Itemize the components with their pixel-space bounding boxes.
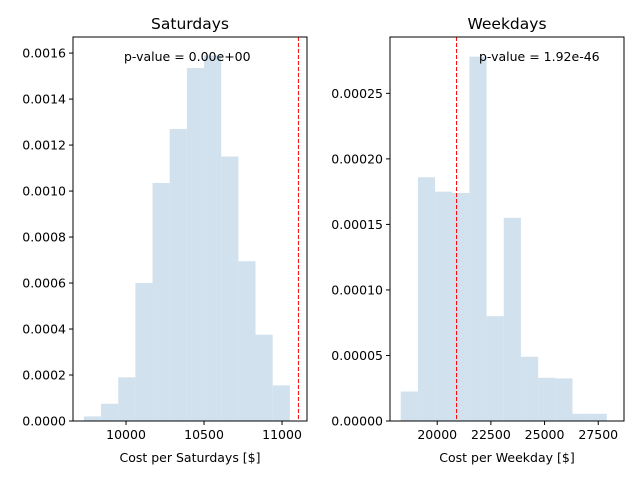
histogram-bar <box>469 56 487 422</box>
y-tick-label: 0.00010 <box>331 282 383 297</box>
histogram-bar <box>221 156 239 422</box>
p-value-annotation: p-value = 0.00e+00 <box>124 49 251 64</box>
histogram-bar <box>555 378 573 421</box>
histogram-bar <box>169 128 187 421</box>
x-tick-label: 10000 <box>106 427 146 442</box>
y-tick-label: 0.00020 <box>331 151 383 166</box>
histogram-bar <box>118 377 136 421</box>
y-tick-label: 0.0016 <box>22 46 66 61</box>
histogram-bar <box>589 413 607 421</box>
axes-frame <box>72 36 308 422</box>
y-tick-label: 0.0010 <box>22 184 66 199</box>
histogram-bar <box>486 316 504 421</box>
y-tick-label: 0.00000 <box>331 414 383 429</box>
axes-frame <box>389 36 625 422</box>
y-tick-label: 0.0014 <box>22 92 66 107</box>
histogram-bar <box>503 217 521 421</box>
histogram-bar <box>272 385 290 421</box>
chart-title: Weekdays <box>467 15 546 33</box>
y-tick-label: 0.0006 <box>22 276 66 291</box>
histogram-bar <box>238 261 256 421</box>
histogram-bar <box>204 55 222 422</box>
y-tick-label: 0.00025 <box>331 86 383 101</box>
subplot-1: 10000 10500 11000 0.0000 0.0002 0.0004 0.0006 0… <box>22 15 308 465</box>
y-tick-label: 0.0012 <box>22 138 66 153</box>
y-tick-label: 0.0004 <box>22 322 66 337</box>
histogram-bar <box>186 68 205 421</box>
x-tick-label: 27500 <box>578 427 618 442</box>
histogram-bar <box>135 283 153 421</box>
histogram-bar <box>435 191 453 421</box>
histogram-bar <box>452 192 470 421</box>
histogram-bar <box>417 177 436 421</box>
subplot-2: 20000 22500 25000 27500 0.00000 0.00005 0.0001… <box>331 15 625 465</box>
y-tick-label: 0.0008 <box>22 230 66 245</box>
histogram-bar <box>152 183 170 421</box>
histogram-bar <box>572 413 590 421</box>
y-tick-label: 0.00015 <box>331 217 383 232</box>
chart-title: Saturdays <box>151 15 229 33</box>
x-axis-label: Cost per Weekday [$] <box>439 450 574 465</box>
x-axis-label: Cost per Saturdays [$] <box>119 450 260 465</box>
y-tick-label: 0.0000 <box>22 414 66 429</box>
histogram-bar <box>255 334 273 421</box>
histogram-bar <box>101 403 119 421</box>
x-tick-label: 11000 <box>262 427 302 442</box>
x-tick-label: 22500 <box>471 427 511 442</box>
x-tick-label: 25000 <box>525 427 565 442</box>
x-tick-label: 10500 <box>184 427 224 442</box>
y-tick-label: 0.00005 <box>331 348 383 363</box>
histogram-bar <box>538 377 556 421</box>
histogram-bar <box>400 391 418 421</box>
y-tick-label: 0.0002 <box>22 368 66 383</box>
histogram-bar <box>83 416 102 421</box>
x-tick-label: 20000 <box>417 427 457 442</box>
histogram-bar <box>520 356 539 421</box>
p-value-annotation: p-value = 1.92e-46 <box>479 49 600 64</box>
